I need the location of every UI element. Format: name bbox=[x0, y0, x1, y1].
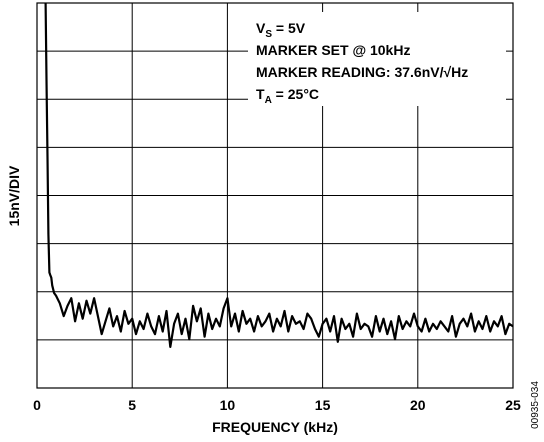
x-tick-labels: 0 5 10 15 20 25 bbox=[33, 397, 521, 413]
x-tick-label: 5 bbox=[128, 397, 136, 413]
x-tick-label: 0 bbox=[33, 397, 41, 413]
x-tick-label: 15 bbox=[315, 397, 331, 413]
x-axis-label: FREQUENCY (kHz) bbox=[212, 419, 338, 435]
noise-density-line bbox=[44, 2, 514, 348]
x-tick-label: 20 bbox=[410, 397, 426, 413]
x-tick-label: 10 bbox=[220, 397, 236, 413]
annotation-line-2: MARKER SET @ 10kHz bbox=[256, 42, 410, 58]
annotation-line-4: TA = 25°C bbox=[256, 86, 319, 106]
plot-area-frame bbox=[36, 2, 514, 389]
annotation-line-1: VS = 5V bbox=[256, 20, 306, 40]
annotation-line-3: MARKER READING: 37.6nV/√Hz bbox=[256, 64, 468, 80]
annotation-box bbox=[248, 12, 506, 106]
x-tick-label: 25 bbox=[505, 397, 521, 413]
figure-id: 00935-034 bbox=[530, 381, 541, 429]
y-axis-label: 15nV/DIV bbox=[6, 165, 22, 226]
